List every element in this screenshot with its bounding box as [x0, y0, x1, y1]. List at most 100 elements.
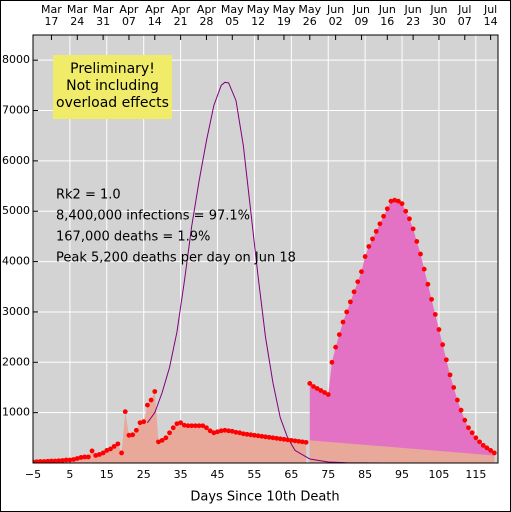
- data-point: [156, 439, 161, 445]
- data-point: [130, 432, 136, 438]
- data-point: [133, 427, 139, 433]
- data-point: [89, 448, 95, 454]
- data-point: [67, 457, 73, 463]
- data-point: [152, 389, 158, 394]
- data-point: [252, 432, 257, 438]
- data-point: [421, 266, 427, 272]
- top-tick-label: Jun 23: [404, 4, 422, 28]
- data-point: [170, 425, 176, 431]
- data-point: [115, 441, 121, 447]
- top-tick-label-box: Jun 02: [327, 4, 344, 28]
- y-tick-label: 4000: [2, 255, 30, 268]
- data-point: [63, 457, 69, 463]
- data-point: [388, 198, 394, 204]
- data-point: [451, 385, 457, 390]
- data-point: [399, 201, 405, 207]
- top-tick-label-box: May 05: [220, 4, 244, 28]
- data-point: [370, 236, 375, 242]
- data-point: [384, 206, 390, 212]
- data-point: [407, 216, 412, 222]
- x-tick-label: 85: [358, 468, 372, 481]
- data-point: [248, 432, 254, 438]
- y-tick-label: 5000: [2, 204, 30, 217]
- data-point: [178, 420, 184, 426]
- data-point: [240, 431, 246, 437]
- data-point: [311, 384, 316, 389]
- data-point: [82, 454, 88, 460]
- data-point: [425, 281, 431, 287]
- data-point: [167, 430, 172, 436]
- data-point: [432, 312, 438, 317]
- data-point: [259, 433, 265, 439]
- data-point: [292, 438, 298, 444]
- data-point: [325, 392, 331, 397]
- x-tick-label: 105: [428, 468, 449, 481]
- data-point: [126, 432, 132, 438]
- data-point: [226, 428, 231, 434]
- data-point: [222, 427, 228, 433]
- note-box: Preliminary! Not including overload effe…: [53, 55, 172, 119]
- data-point: [395, 198, 401, 204]
- data-point: [111, 443, 117, 449]
- data-point: [237, 430, 243, 436]
- data-point: [211, 430, 217, 436]
- top-tick-label-box: Jun 09: [353, 4, 370, 28]
- data-point: [410, 226, 416, 232]
- data-point: [373, 228, 379, 234]
- data-point: [97, 452, 102, 457]
- top-tick-label-box: Mar 31: [93, 4, 114, 28]
- series-layer: [33, 81, 497, 463]
- data-point: [359, 269, 364, 275]
- data-point: [185, 423, 191, 429]
- data-point: [145, 402, 150, 408]
- y-tick-label: 3000: [2, 305, 30, 318]
- data-point: [484, 445, 490, 451]
- data-point: [440, 342, 446, 348]
- data-point: [34, 459, 40, 463]
- data-point: [288, 437, 294, 443]
- data-point: [277, 436, 283, 442]
- data-point: [71, 457, 76, 462]
- data-point: [377, 221, 383, 227]
- top-tick-label: May 05: [220, 4, 244, 28]
- data-point: [462, 417, 468, 423]
- data-point: [418, 251, 423, 257]
- area: [309, 200, 495, 463]
- x-tick-label: −5: [25, 468, 41, 481]
- top-tick-label: Apr 28: [196, 4, 216, 28]
- data-point: [189, 423, 195, 429]
- y-tick-label: 1000: [2, 406, 30, 419]
- x-tick-label: 65: [284, 468, 298, 481]
- data-point: [200, 423, 206, 429]
- y-tick-label: 6000: [2, 154, 30, 167]
- data-point: [351, 289, 357, 295]
- top-tick-label: Jun 16: [378, 4, 396, 28]
- data-point: [174, 421, 180, 427]
- top-tick-label-box: Jun 30: [430, 4, 447, 28]
- top-tick-label-box: Apr 21: [171, 4, 190, 28]
- data-point: [270, 435, 276, 441]
- data-point: [52, 458, 58, 463]
- data-point: [233, 429, 239, 435]
- data-point: [322, 390, 327, 395]
- x-axis-label: Days Since 10th Death: [190, 490, 339, 505]
- plot-border: [32, 34, 499, 464]
- data-point: [137, 420, 143, 426]
- data-point: [480, 442, 486, 448]
- data-point: [436, 327, 442, 332]
- data-point: [141, 419, 147, 425]
- area: [33, 391, 307, 463]
- data-point: [473, 435, 479, 441]
- top-tick-label-box: Jun 23: [404, 4, 422, 28]
- data-point: [266, 434, 272, 440]
- data-point: [215, 429, 220, 435]
- x-tick-label: 115: [465, 468, 486, 481]
- data-point: [229, 428, 235, 434]
- note-box-box: Preliminary! Not including overload effe…: [53, 55, 172, 119]
- data-point: [163, 435, 169, 441]
- data-point: [477, 439, 482, 445]
- data-point: [192, 423, 198, 429]
- top-tick-label: May 19: [272, 4, 296, 28]
- top-tick-label: Mar 17: [41, 4, 62, 28]
- top-tick-label: May 12: [246, 4, 270, 28]
